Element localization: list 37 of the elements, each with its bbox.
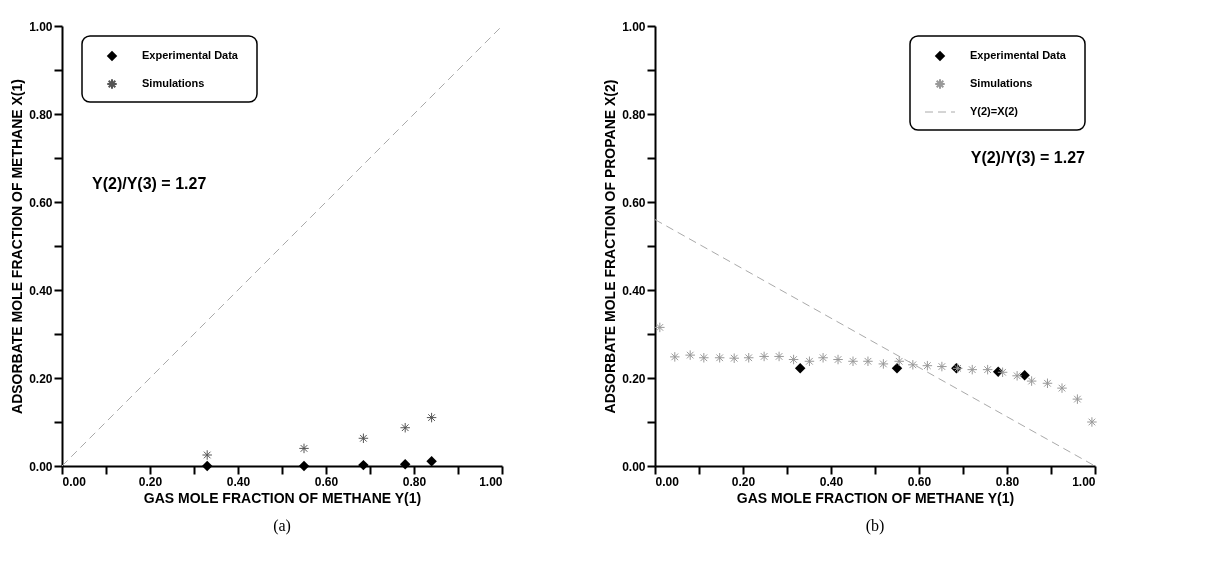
y-tick-label: 0.80 (622, 107, 646, 122)
legend-label: Experimental Data (970, 49, 1067, 61)
y-tick-label: 0.80 (29, 107, 53, 122)
x-tick-label: 0.40 (226, 474, 251, 489)
y-axis-title: ADSORBATE MOLE FRACTION OF PROPANE X(2) (602, 79, 619, 414)
text: (a) (273, 517, 291, 535)
x-tick-label: 0.00 (62, 474, 87, 489)
x-axis-title: GAS MOLE FRACTION OF METHANE Y(1) (736, 489, 1015, 506)
y-tick-label: 0.60 (29, 195, 53, 210)
y-tick-label: 0.40 (622, 283, 646, 298)
x-tick-label: 0.20 (731, 474, 756, 489)
legend-label: Y(2)=X(2) (970, 105, 1019, 117)
y-tick-label: 0.00 (29, 459, 53, 474)
y-tick-label: 0.20 (622, 371, 646, 386)
y-tick-label: 1.00 (622, 19, 646, 34)
annotation: Y(2)/Y(3) = 1.27 (970, 149, 1086, 166)
y-tick-label: 0.60 (622, 195, 646, 210)
y-tick-label: 0.20 (29, 371, 53, 386)
annotation: Y(2)/Y(3) = 1.27 (92, 175, 207, 193)
x-tick-label: 0.60 (314, 474, 339, 489)
legend-label: Experimental Data (142, 49, 239, 61)
x-axis-title: GAS MOLE FRACTION OF METHANE Y(1) (143, 489, 422, 506)
y-axis-title: ADSORBATE MOLE FRACTION OF METHANE X(1) (9, 79, 26, 414)
x-tick-label: 0.40 (819, 474, 844, 489)
x-tick-label: 0.80 (402, 474, 427, 489)
y-tick-label: 0.00 (622, 459, 646, 474)
text: (b) (865, 517, 885, 535)
x-tick-label: 0.80 (995, 474, 1020, 489)
x-tick-label: 0.20 (138, 474, 163, 489)
legend-label: Simulations (142, 77, 205, 89)
y-tick-label: 1.00 (29, 19, 53, 34)
x-tick-label: 1.00 (479, 474, 503, 489)
x-tick-label: 0.00 (655, 474, 680, 489)
y-tick-label: 0.40 (29, 283, 53, 298)
legend-label: Simulations (970, 77, 1033, 89)
x-tick-label: 0.60 (907, 474, 932, 489)
x-tick-label: 1.00 (1072, 474, 1096, 489)
